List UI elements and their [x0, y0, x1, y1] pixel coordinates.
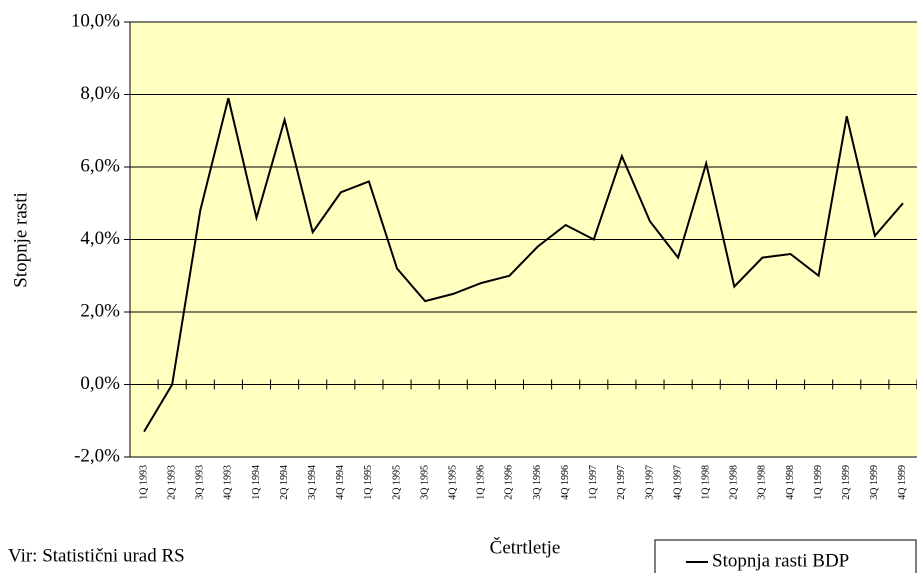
x-tick-label: 3Q 1998 — [757, 465, 768, 500]
y-tick-label: 10,0% — [71, 10, 120, 31]
x-tick-label: 2Q 1996 — [504, 465, 515, 500]
x-tick-label: 1Q 1998 — [700, 465, 711, 500]
x-tick-label: 2Q 1994 — [279, 465, 290, 500]
y-tick-label: 2,0% — [80, 300, 120, 321]
x-tick-label: 3Q 1994 — [307, 465, 318, 500]
y-tick-label: 6,0% — [80, 155, 120, 176]
x-tick-label: 4Q 1995 — [448, 465, 459, 500]
x-tick-label: 2Q 1995 — [391, 465, 402, 500]
x-tick-label: 3Q 1997 — [644, 465, 655, 500]
data-line — [143, 97, 904, 433]
x-tick-label: 1Q 1999 — [813, 465, 824, 500]
source-note: Vir: Statistični urad RS — [8, 545, 185, 566]
y-tick-label: 4,0% — [80, 228, 120, 249]
x-tick-label: 3Q 1996 — [532, 465, 543, 500]
y-tick-label: 8,0% — [80, 83, 120, 104]
x-tick-label: 2Q 1998 — [729, 465, 740, 500]
x-axis-title: Četrtletje — [490, 536, 561, 558]
x-tick-label: 2Q 1999 — [841, 465, 852, 500]
legend-box — [654, 539, 917, 573]
x-tick-label: 1Q 1997 — [588, 465, 599, 500]
y-tick-label: 0,0% — [80, 373, 120, 394]
x-tick-label: 4Q 1993 — [223, 465, 234, 500]
legend-label: Stopnja rasti BDP — [712, 550, 849, 571]
x-tick-label: 3Q 1995 — [419, 465, 430, 500]
x-tick-label: 2Q 1997 — [616, 465, 627, 500]
x-tick-label: 1Q 1993 — [138, 465, 149, 500]
x-tick-label: 1Q 1994 — [251, 465, 262, 500]
x-tick-label: 3Q 1993 — [195, 465, 206, 500]
x-tick-label: 1Q 1996 — [476, 465, 487, 500]
y-axis-title: Stopnje rasti — [10, 192, 31, 288]
x-tick-label: 3Q 1999 — [869, 465, 880, 500]
x-tick-label: 2Q 1993 — [166, 465, 177, 500]
x-tick-label: 4Q 1999 — [897, 465, 908, 500]
x-tick-label: 4Q 1997 — [672, 465, 683, 500]
x-tick-label: 1Q 1995 — [363, 465, 374, 500]
y-tick-label: -2,0% — [74, 445, 120, 466]
x-tick-label: 4Q 1998 — [785, 465, 796, 500]
x-tick-label: 4Q 1994 — [335, 465, 346, 500]
x-tick-label: 4Q 1996 — [560, 465, 571, 500]
